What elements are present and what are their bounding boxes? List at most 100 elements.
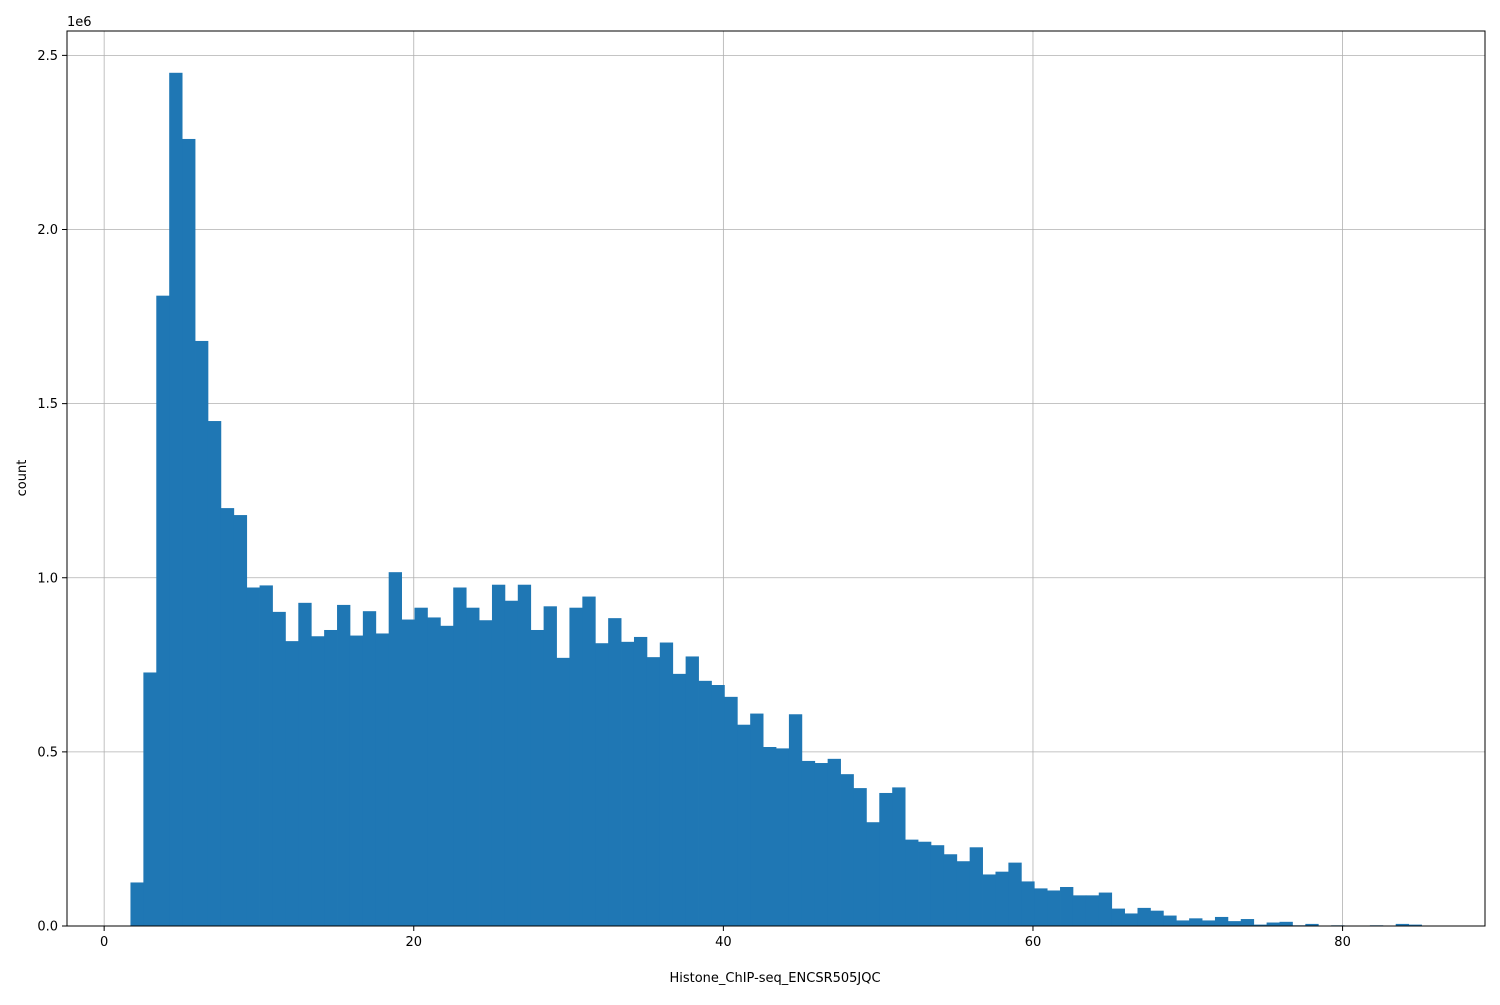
histogram-bar xyxy=(1163,915,1177,926)
x-tick-label: 80 xyxy=(1334,935,1351,950)
histogram-bar xyxy=(1253,924,1268,926)
histogram-bar xyxy=(569,607,583,926)
histogram-bar xyxy=(143,672,157,926)
histogram-bar xyxy=(504,600,519,926)
histogram-bar xyxy=(685,656,699,926)
histogram-bar xyxy=(207,421,222,926)
histogram-bar xyxy=(853,788,867,926)
histogram-bar xyxy=(324,629,338,926)
histogram-bar xyxy=(1266,922,1280,926)
histogram-bar xyxy=(556,657,570,926)
histogram-bar xyxy=(311,636,325,926)
ticks-layer: 0 20 40 60 80 0.0 0.5 1.0 1.5 2.0 2.5 xyxy=(37,49,1351,950)
histogram-bar xyxy=(918,841,932,926)
histogram-bar xyxy=(1227,921,1242,926)
x-tick-label: 0 xyxy=(100,935,108,950)
plot-frame xyxy=(66,30,1486,927)
histogram-bar xyxy=(479,620,493,926)
histogram-bar xyxy=(388,572,402,926)
histogram-bar xyxy=(969,847,983,926)
histogram-bar xyxy=(608,618,622,926)
histogram-bar xyxy=(633,636,648,926)
histogram-bar xyxy=(543,606,557,926)
histogram-bar xyxy=(698,680,712,926)
histogram-bar xyxy=(672,673,687,926)
histogram-bar xyxy=(1124,913,1138,926)
histogram-bar xyxy=(1189,918,1203,926)
histogram-bar xyxy=(259,585,273,926)
histogram-bar xyxy=(1279,921,1293,926)
histogram-bar xyxy=(892,787,906,926)
histogram-bar xyxy=(1202,920,1216,926)
histogram-bar xyxy=(711,685,725,926)
histogram-bar xyxy=(182,138,196,926)
histogram-bar xyxy=(866,822,880,926)
histogram-bar xyxy=(1072,895,1087,926)
histogram-bar xyxy=(1111,908,1125,926)
x-tick-label: 60 xyxy=(1025,935,1042,950)
histogram-bar xyxy=(517,584,532,926)
y-tick-label: 0.5 xyxy=(37,745,58,760)
histogram-bar xyxy=(1085,895,1100,926)
histogram-bar xyxy=(156,295,170,926)
histogram-bar xyxy=(1240,919,1255,926)
histogram-bar xyxy=(879,792,893,926)
histogram-bar xyxy=(1008,862,1022,926)
histogram-bar xyxy=(750,713,764,926)
histogram-bar xyxy=(375,633,390,926)
histogram-bar xyxy=(1176,920,1190,926)
histogram-bar xyxy=(956,861,971,926)
histogram-bar xyxy=(595,643,609,926)
histogram-bar xyxy=(298,602,312,926)
histogram-bar xyxy=(659,642,674,926)
histogram-bar xyxy=(982,874,996,926)
histogram-bar xyxy=(401,619,415,926)
histogram-bar xyxy=(724,696,738,926)
x-tick-label: 40 xyxy=(715,935,732,950)
histogram-bar xyxy=(362,611,377,926)
x-tick-label: 20 xyxy=(405,935,422,950)
y-tick-label: 2.5 xyxy=(37,49,58,64)
histogram-bar xyxy=(763,747,777,926)
histogram-bar xyxy=(272,611,286,926)
histogram-bar xyxy=(737,724,751,926)
histogram-bar xyxy=(995,871,1009,926)
histogram-bar xyxy=(466,607,480,926)
histogram-bar xyxy=(801,760,816,926)
histogram-bar xyxy=(427,617,441,926)
histogram-bar xyxy=(530,629,545,926)
y-offset-label: 1e6 xyxy=(67,15,92,30)
histogram-bar xyxy=(246,587,260,926)
histogram-bar xyxy=(195,340,209,926)
histogram-bar xyxy=(1214,916,1229,926)
histogram-bar xyxy=(1305,923,1319,926)
histogram-bar xyxy=(440,625,454,926)
histogram-bar xyxy=(1034,888,1048,926)
histogram-bar xyxy=(233,515,248,926)
histogram-bar xyxy=(285,641,299,926)
histogram-bar xyxy=(840,774,854,926)
histogram-bar xyxy=(943,854,958,926)
bars-layer xyxy=(130,72,1422,926)
histogram-bar xyxy=(1060,886,1074,926)
y-tick-label: 0.0 xyxy=(37,920,58,935)
histogram-bar xyxy=(349,635,364,926)
y-tick-label: 1.5 xyxy=(37,397,58,412)
histogram-bar xyxy=(788,714,803,926)
histogram-bar xyxy=(1408,924,1422,926)
histogram-bar xyxy=(1047,890,1061,926)
histogram-bar xyxy=(1021,881,1035,926)
histogram-bar xyxy=(930,845,945,926)
histogram-bar xyxy=(582,596,596,926)
histogram-bar xyxy=(414,607,428,926)
histogram-bar xyxy=(814,763,829,926)
histogram-bar xyxy=(453,587,467,926)
histogram-bar xyxy=(827,758,841,926)
histogram-bar xyxy=(491,584,506,926)
histogram-bar xyxy=(621,641,635,926)
x-axis-label: Histone_ChIP-seq_ENCSR505JQC xyxy=(669,971,880,986)
histogram-bar xyxy=(1137,907,1151,926)
y-tick-label: 1.0 xyxy=(37,571,58,586)
